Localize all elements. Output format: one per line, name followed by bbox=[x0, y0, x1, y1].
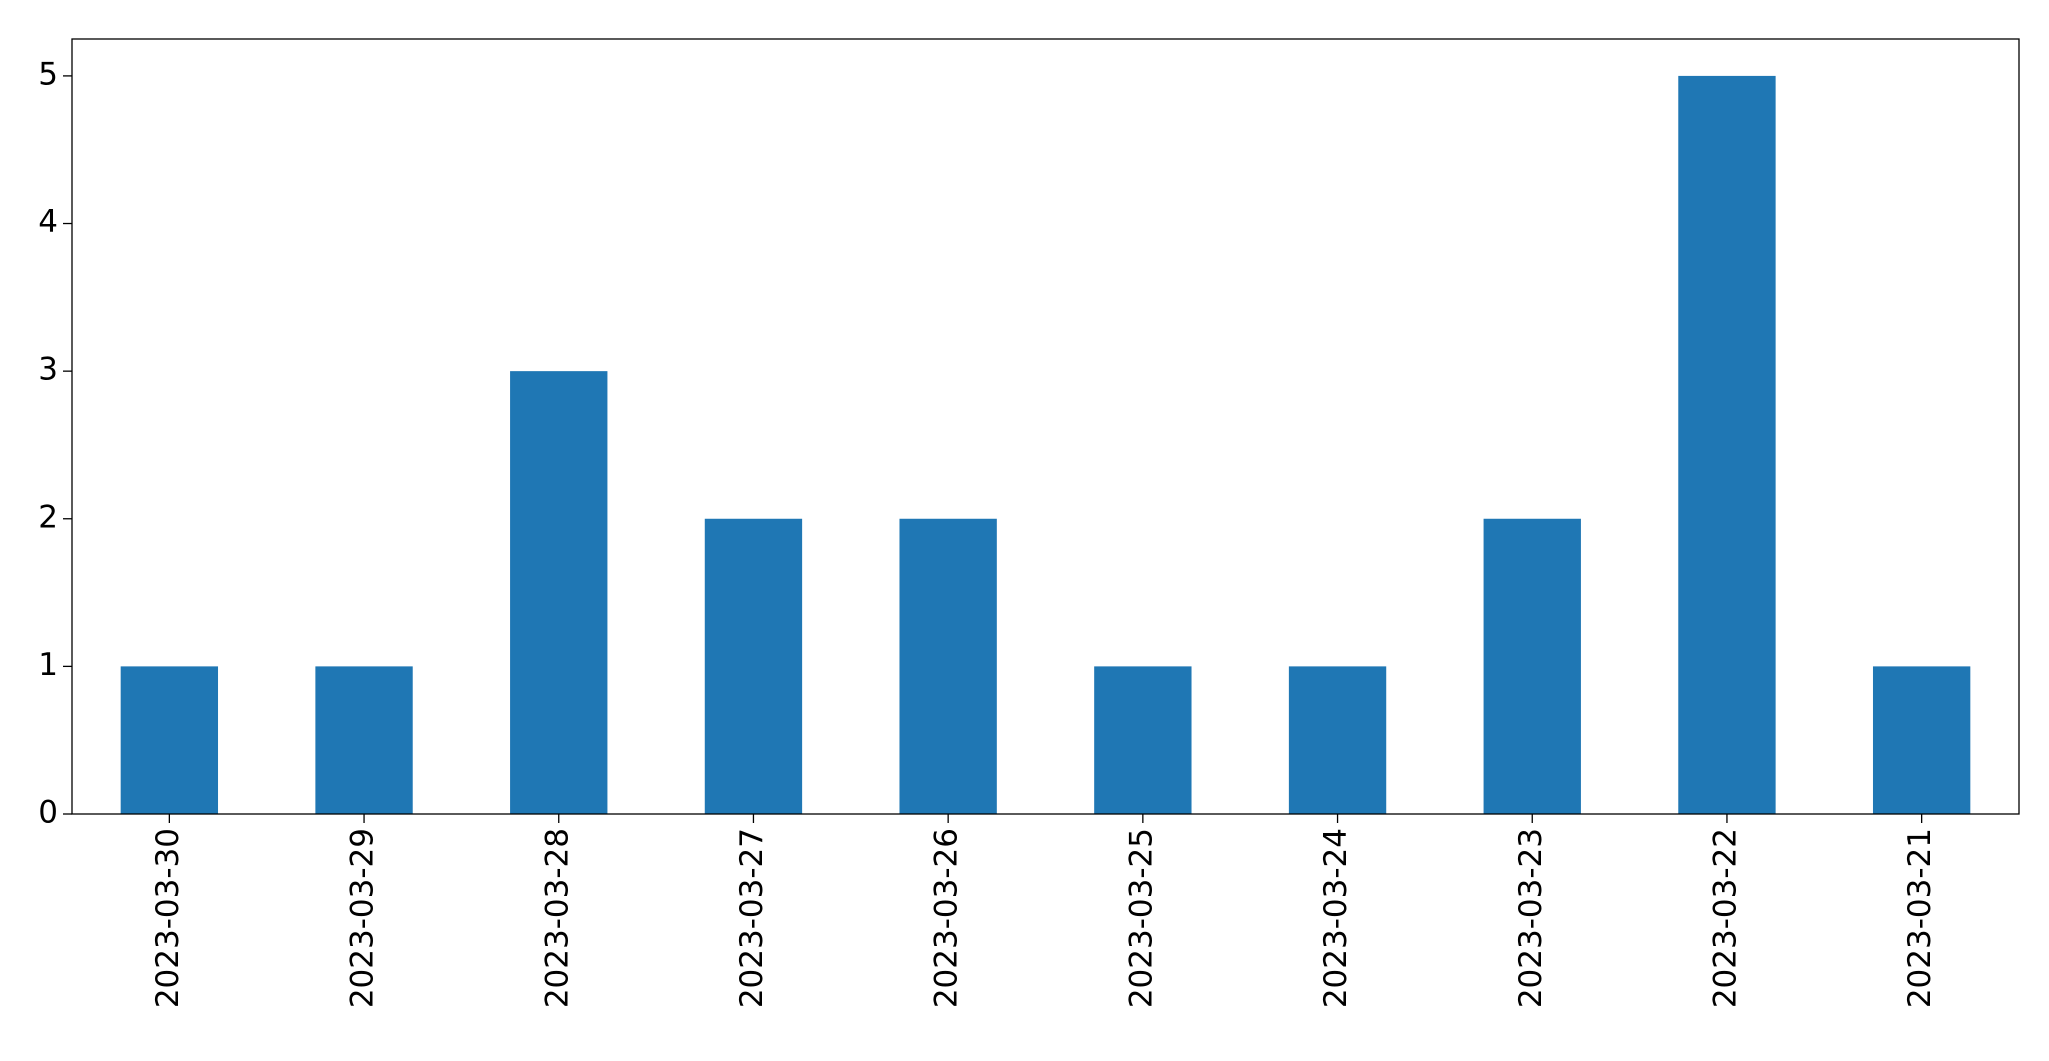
bar bbox=[315, 666, 413, 814]
x-tick-label: 2023-03-30 bbox=[150, 828, 186, 1008]
x-tick-label: 2023-03-26 bbox=[929, 828, 965, 1008]
x-tick-label: 2023-03-24 bbox=[1318, 828, 1354, 1008]
bar bbox=[1872, 666, 1971, 814]
y-tick-label: 1 bbox=[38, 647, 58, 683]
bar bbox=[120, 666, 219, 814]
y-tick-label: 2 bbox=[38, 499, 58, 535]
bar bbox=[899, 518, 997, 814]
x-tick-label: 2023-03-22 bbox=[1707, 828, 1743, 1008]
y-tick-label: 4 bbox=[38, 204, 58, 240]
x-tick-label: 2023-03-25 bbox=[1123, 828, 1159, 1008]
bar bbox=[1094, 666, 1192, 814]
y-tick-label: 5 bbox=[38, 56, 58, 92]
x-tick-label: 2023-03-21 bbox=[1902, 828, 1938, 1008]
x-tick-label: 2023-03-23 bbox=[1513, 828, 1549, 1008]
x-tick-label: 2023-03-29 bbox=[345, 828, 381, 1008]
bar bbox=[704, 518, 803, 814]
y-tick-label: 3 bbox=[38, 352, 58, 388]
x-tick-label: 2023-03-28 bbox=[539, 828, 575, 1008]
bar bbox=[1288, 666, 1387, 814]
bar bbox=[1483, 518, 1581, 814]
x-tick-label: 2023-03-27 bbox=[734, 828, 770, 1008]
bar bbox=[1678, 75, 1776, 814]
plot-frame bbox=[71, 38, 2020, 815]
y-tick-label: 0 bbox=[38, 795, 58, 831]
bar bbox=[510, 371, 608, 814]
